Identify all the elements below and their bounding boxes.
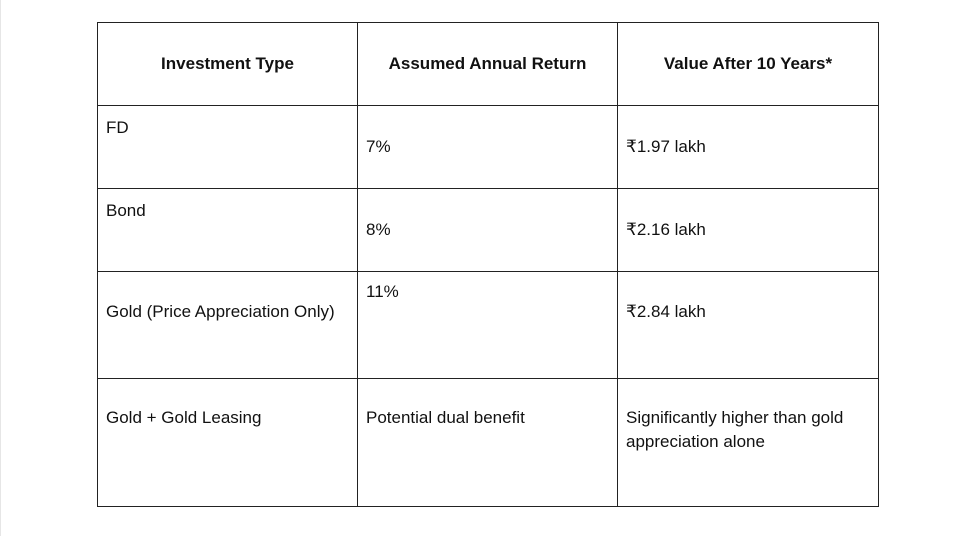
page-left-edge bbox=[0, 0, 1, 536]
cell-investment-type: Gold (Price Appreciation Only) bbox=[97, 271, 358, 379]
cell-assumed-return: 8% bbox=[357, 188, 618, 272]
cell-assumed-return: 11% bbox=[357, 271, 618, 379]
table-row: Gold (Price Appreciation Only) 11% ₹2.84… bbox=[97, 271, 879, 379]
cell-investment-type: Gold + Gold Leasing bbox=[97, 378, 358, 507]
table-row: FD 7% ₹1.97 lakh bbox=[97, 105, 879, 189]
cell-assumed-return: Potential dual benefit bbox=[357, 378, 618, 507]
cell-value-after-10-years: ₹2.16 lakh bbox=[617, 188, 879, 272]
header-assumed-annual-return: Assumed Annual Return bbox=[357, 22, 618, 106]
cell-value-after-10-years: Significantly higher than gold appreciat… bbox=[617, 378, 879, 507]
header-value-after-10-years: Value After 10 Years* bbox=[617, 22, 879, 106]
table-row: Gold + Gold Leasing Potential dual benef… bbox=[97, 378, 879, 507]
cell-value-after-10-years: ₹2.84 lakh bbox=[617, 271, 879, 379]
investment-comparison-table: Investment Type Assumed Annual Return Va… bbox=[97, 22, 879, 507]
cell-investment-type: Bond bbox=[97, 188, 358, 272]
cell-investment-type: FD bbox=[97, 105, 358, 189]
table-row: Bond 8% ₹2.16 lakh bbox=[97, 188, 879, 272]
cell-value-after-10-years: ₹1.97 lakh bbox=[617, 105, 879, 189]
header-investment-type: Investment Type bbox=[97, 22, 358, 106]
cell-assumed-return: 7% bbox=[357, 105, 618, 189]
table-header-row: Investment Type Assumed Annual Return Va… bbox=[97, 22, 879, 106]
